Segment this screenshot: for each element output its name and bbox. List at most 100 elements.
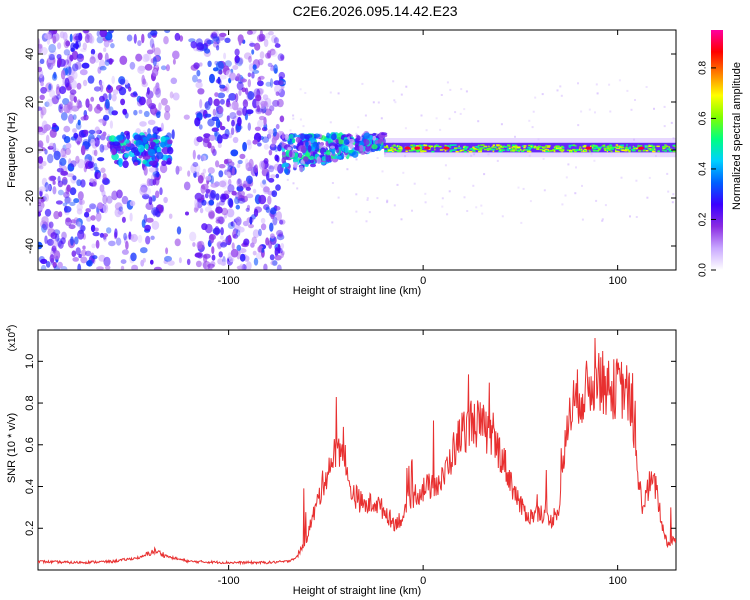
spectrogram-band-cell (668, 150, 672, 152)
spectrogram-blob (309, 155, 315, 160)
spectrogram-blob (279, 115, 285, 123)
spectrogram-band-cell (582, 149, 585, 152)
spectrogram-band-cell (617, 145, 619, 148)
spectrogram-band-cell (399, 146, 402, 148)
spectrogram-blob (298, 152, 303, 159)
spectrogram-blob (190, 163, 197, 174)
spectrogram-blob (225, 101, 232, 108)
spectrogram-blob (94, 105, 102, 114)
spectrogram-blob (72, 63, 79, 72)
spectrogram-blob (289, 129, 292, 132)
spectrogram-blob (132, 146, 139, 153)
spectrogram-band-cell (429, 145, 433, 148)
spectrogram-band-cell (481, 144, 485, 146)
spectrogram-blob (369, 135, 373, 140)
spectrogram-blob (267, 165, 276, 170)
spectrogram-blob (120, 265, 125, 270)
spectrogram-blob (260, 223, 267, 231)
spectrogram-blob (105, 265, 111, 270)
spectrogram-band-cell (606, 149, 609, 151)
spectrogram-blob (205, 175, 212, 181)
spectrogram-band-cell (571, 150, 573, 153)
spectrogram-blob (69, 89, 77, 95)
spectrogram-blob (267, 133, 272, 139)
spectrogram-ytick-label: 40 (24, 48, 36, 60)
spectrogram-blob (629, 215, 631, 218)
spectrogram-blob (251, 49, 255, 55)
spectrogram-blob (79, 69, 88, 76)
spectrogram-band-cell (501, 149, 505, 152)
snr-panel: -100 0 100 0.2 0.4 0.6 0.8 1.0 Height of straig… (6, 325, 677, 597)
figure-title: C2E6.2026.095.14.42.E23 (292, 3, 457, 19)
spectrogram-blob (618, 79, 621, 82)
spectrogram-blob (460, 88, 463, 91)
spectrogram-band-cell (645, 150, 649, 152)
spectrogram-blob (365, 220, 368, 223)
spectrogram-band-cell (416, 150, 420, 153)
spectrogram-blob (231, 190, 237, 196)
spectrogram-blob (129, 212, 133, 222)
spectrogram-blob (424, 201, 427, 204)
spectrogram-blob (97, 157, 105, 162)
spectrogram-blob (58, 240, 64, 249)
spectrogram-blob (218, 75, 227, 80)
spectrogram-band-cell (438, 145, 442, 148)
spectrogram-band-cell (469, 148, 474, 150)
spectrogram-blob (246, 139, 252, 146)
spectrogram-blob (235, 204, 240, 210)
spectrogram-band-cell (542, 150, 545, 152)
spectrogram-band-cell (577, 149, 580, 151)
spectrogram-blob (80, 225, 86, 232)
spectrogram-blob (91, 243, 96, 249)
spectrogram-blob (293, 160, 298, 168)
spectrogram-band-cell (498, 150, 502, 153)
spectrogram-blob (268, 165, 275, 173)
spectrogram-blob (106, 227, 112, 234)
spectrogram-blob (145, 235, 151, 245)
spectrogram-blob (39, 58, 45, 64)
spectrogram-blob (42, 221, 49, 231)
spectrogram-blob (50, 232, 58, 240)
spectrogram-blob (112, 89, 119, 95)
spectrogram-blob (204, 206, 212, 213)
spectrogram-blob (85, 208, 91, 213)
spectrogram-band-cell (461, 149, 465, 151)
spectrogram-band-cell (536, 148, 539, 150)
spectrogram-blob (446, 81, 449, 84)
spectrogram-blob (514, 135, 516, 138)
spectrogram-blob (376, 157, 379, 159)
spectrogram-blob (287, 146, 292, 151)
spectrogram-blob (67, 163, 75, 172)
spectrogram-band-cell (562, 146, 565, 149)
spectrogram-blob (634, 99, 636, 101)
spectrogram-blob (246, 204, 251, 210)
spectrogram-blob (269, 48, 276, 56)
spectrogram-blob (119, 78, 126, 86)
spectrogram-blob (609, 110, 612, 113)
spectrogram-blob (218, 170, 224, 178)
spectrogram-blob (448, 177, 451, 180)
spectrogram-blob (147, 128, 151, 135)
spectrogram-blob (238, 89, 242, 96)
spectrogram-blob (152, 178, 157, 186)
spectrogram-blob (646, 196, 649, 199)
spectrogram-blob (140, 259, 145, 267)
spectrogram-blob (160, 136, 166, 142)
spectrogram-blob (271, 190, 278, 198)
spectrogram-band-cell (393, 148, 396, 150)
spectrogram-blob (210, 175, 214, 185)
spectrogram-blob (299, 118, 302, 121)
colorbar-tick-label: 0.4 (698, 162, 709, 176)
spectrogram-blob (245, 87, 249, 95)
spectrogram-blob (459, 112, 462, 115)
spectrogram-band-cell (452, 144, 457, 146)
spectrogram-blob (248, 63, 255, 72)
spectrogram-blob (202, 168, 207, 174)
spectrogram-blob (211, 254, 216, 261)
spectrogram-blob (281, 132, 285, 140)
spectrogram-blob (81, 62, 90, 69)
spectrogram-blob (94, 137, 100, 147)
spectrogram-blob (44, 101, 50, 107)
spectrogram-blob (151, 194, 157, 202)
spectrogram-blob (118, 86, 127, 96)
